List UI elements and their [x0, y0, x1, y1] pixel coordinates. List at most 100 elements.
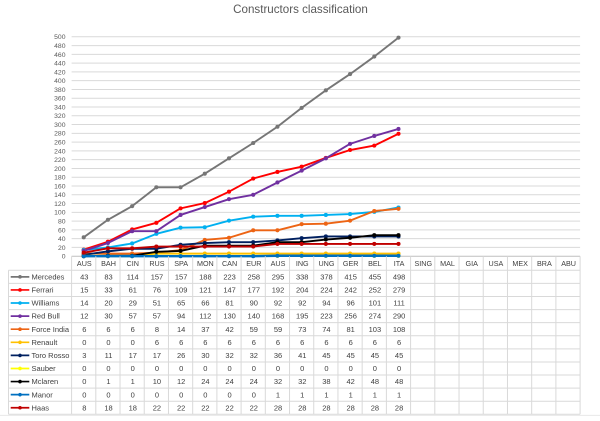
- svg-text:59: 59: [250, 325, 258, 334]
- svg-text:11: 11: [105, 351, 113, 360]
- svg-text:22: 22: [177, 403, 185, 412]
- svg-text:279: 279: [393, 286, 406, 295]
- svg-text:6: 6: [203, 338, 207, 347]
- svg-text:ITA: ITA: [394, 259, 405, 268]
- svg-text:59: 59: [274, 325, 282, 334]
- svg-text:252: 252: [369, 286, 382, 295]
- svg-text:Sauber: Sauber: [32, 364, 57, 373]
- svg-text:300: 300: [54, 122, 66, 129]
- svg-text:480: 480: [54, 43, 66, 50]
- svg-text:338: 338: [296, 272, 309, 281]
- svg-text:1: 1: [106, 377, 110, 386]
- svg-text:0: 0: [203, 364, 207, 373]
- svg-text:224: 224: [320, 286, 333, 295]
- svg-text:45: 45: [322, 351, 330, 360]
- svg-text:0: 0: [82, 377, 86, 386]
- svg-text:177: 177: [248, 286, 261, 295]
- svg-text:26: 26: [177, 351, 185, 360]
- svg-text:Williams: Williams: [32, 299, 60, 308]
- svg-text:160: 160: [54, 183, 66, 190]
- svg-text:48: 48: [395, 377, 403, 386]
- svg-text:81: 81: [346, 325, 354, 334]
- svg-text:30: 30: [201, 351, 209, 360]
- svg-text:130: 130: [223, 312, 236, 321]
- svg-text:168: 168: [272, 312, 285, 321]
- svg-text:240: 240: [54, 148, 66, 155]
- svg-text:0: 0: [203, 390, 207, 399]
- svg-text:100: 100: [54, 210, 66, 217]
- svg-text:92: 92: [274, 299, 282, 308]
- svg-text:28: 28: [298, 403, 306, 412]
- svg-text:Toro Rosso: Toro Rosso: [32, 351, 70, 360]
- svg-text:17: 17: [153, 351, 161, 360]
- svg-text:14: 14: [177, 325, 185, 334]
- svg-text:101: 101: [369, 299, 382, 308]
- svg-text:EUR: EUR: [246, 259, 261, 268]
- svg-text:MEX: MEX: [512, 259, 528, 268]
- svg-text:0: 0: [228, 390, 232, 399]
- svg-text:223: 223: [223, 272, 236, 281]
- svg-text:28: 28: [274, 403, 282, 412]
- svg-text:18: 18: [104, 403, 112, 412]
- svg-text:103: 103: [369, 325, 382, 334]
- svg-text:65: 65: [177, 299, 185, 308]
- svg-text:42: 42: [346, 377, 354, 386]
- svg-text:24: 24: [225, 377, 233, 386]
- svg-text:12: 12: [80, 312, 88, 321]
- svg-text:455: 455: [369, 272, 382, 281]
- svg-text:1: 1: [349, 390, 353, 399]
- svg-text:60: 60: [58, 227, 66, 234]
- svg-text:18: 18: [129, 403, 137, 412]
- svg-text:20: 20: [58, 245, 66, 252]
- svg-text:3: 3: [82, 351, 86, 360]
- svg-text:6: 6: [349, 338, 353, 347]
- svg-text:SPA: SPA: [174, 259, 188, 268]
- svg-text:220: 220: [54, 157, 66, 164]
- svg-text:0: 0: [155, 364, 159, 373]
- svg-text:0: 0: [106, 338, 110, 347]
- svg-text:112: 112: [199, 312, 211, 321]
- svg-text:Ferrari: Ferrari: [32, 286, 54, 295]
- svg-text:274: 274: [369, 312, 382, 321]
- svg-text:22: 22: [201, 403, 209, 412]
- svg-text:157: 157: [151, 272, 164, 281]
- svg-text:180: 180: [54, 175, 66, 182]
- svg-text:57: 57: [129, 312, 137, 321]
- svg-text:500: 500: [54, 34, 66, 41]
- svg-text:120: 120: [54, 201, 66, 208]
- svg-text:22: 22: [153, 403, 161, 412]
- svg-text:0: 0: [179, 390, 183, 399]
- svg-text:92: 92: [298, 299, 306, 308]
- svg-text:BAH: BAH: [101, 259, 116, 268]
- svg-text:295: 295: [272, 272, 285, 281]
- svg-text:242: 242: [344, 286, 357, 295]
- svg-text:260: 260: [54, 140, 66, 147]
- svg-text:6: 6: [155, 338, 159, 347]
- svg-text:61: 61: [129, 286, 137, 295]
- svg-text:6: 6: [179, 338, 183, 347]
- svg-text:0: 0: [252, 364, 256, 373]
- svg-text:28: 28: [346, 403, 354, 412]
- svg-text:140: 140: [54, 192, 66, 199]
- svg-text:ING: ING: [296, 259, 309, 268]
- svg-text:51: 51: [153, 299, 161, 308]
- svg-text:0: 0: [324, 364, 328, 373]
- svg-text:400: 400: [54, 78, 66, 85]
- svg-text:1: 1: [324, 390, 328, 399]
- svg-text:380: 380: [54, 87, 66, 94]
- svg-text:121: 121: [199, 286, 212, 295]
- svg-text:20: 20: [104, 299, 112, 308]
- svg-text:AUS: AUS: [77, 259, 92, 268]
- svg-text:0: 0: [155, 390, 159, 399]
- svg-text:0: 0: [131, 364, 135, 373]
- svg-text:94: 94: [177, 312, 185, 321]
- svg-text:415: 415: [344, 272, 357, 281]
- svg-text:420: 420: [54, 69, 66, 76]
- svg-text:0: 0: [397, 364, 401, 373]
- svg-text:256: 256: [344, 312, 357, 321]
- svg-text:1: 1: [131, 377, 135, 386]
- svg-text:76: 76: [153, 286, 161, 295]
- svg-text:140: 140: [248, 312, 261, 321]
- svg-text:195: 195: [296, 312, 309, 321]
- svg-text:147: 147: [223, 286, 236, 295]
